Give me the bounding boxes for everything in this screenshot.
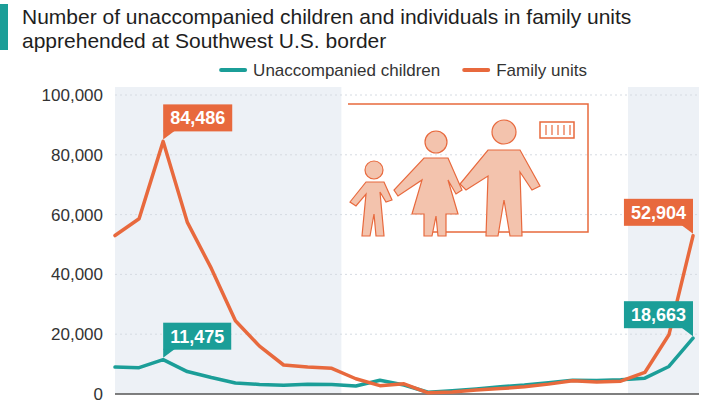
icon-child: [350, 182, 392, 236]
chart: Number of unaccompanied children and ind…: [0, 0, 728, 409]
callout-box: [624, 199, 693, 226]
data-label: 18,663: [631, 305, 686, 325]
legend-label: Unaccompanied children: [253, 61, 440, 80]
icon: [348, 104, 588, 236]
grid-line: [115, 154, 699, 155]
title: Number of unaccompanied children and ind…: [22, 5, 631, 52]
callout: 84,486: [163, 104, 232, 139]
callout-pointer: [163, 349, 175, 358]
icon-man-head: [492, 120, 516, 144]
legend: Unaccompanied children Family units: [221, 61, 587, 80]
y-tick-label: 60,000: [51, 206, 103, 225]
callout-box: [163, 323, 231, 350]
icon-stamp-line: [563, 125, 564, 135]
icon-stamp-line: [551, 125, 552, 135]
callout: 11,475: [163, 323, 231, 358]
callout: 52,904: [624, 199, 693, 234]
legend-label: Family units: [496, 61, 587, 80]
legend-item: Family units: [464, 61, 587, 80]
icon-woman-head: [425, 131, 447, 153]
grid: [115, 95, 699, 394]
icon-stamp-line: [569, 125, 570, 135]
grid-line: [115, 393, 699, 395]
icon-woman: [394, 158, 462, 236]
callout-box: [624, 301, 693, 328]
icon-stamp-line: [557, 125, 558, 135]
grid-line: [115, 274, 699, 275]
callout-pointer: [163, 130, 175, 139]
y-tick-label: 0: [94, 385, 103, 404]
y-tick-label: 100,000: [42, 86, 103, 105]
grid-line: [115, 95, 699, 96]
icon-man: [460, 150, 540, 236]
data-label: 84,486: [170, 108, 225, 128]
icon-stamp: [540, 122, 574, 138]
callout-pointer: [681, 327, 693, 336]
y-axis: [115, 95, 116, 394]
band: [628, 87, 699, 394]
icon-child-head: [365, 161, 383, 179]
icon-stamp-line: [545, 125, 546, 135]
y-tick-label: 40,000: [51, 265, 103, 284]
y-tick-label: 80,000: [51, 146, 103, 165]
data-label: 11,475: [170, 327, 224, 347]
callout-box: [163, 104, 232, 131]
title-accent: [0, 4, 8, 50]
lines: [115, 141, 693, 392]
legend-item: Unaccompanied children: [221, 61, 440, 80]
data-labels: 11,475 18,663 84,486 52,904: [163, 104, 693, 357]
y-tick-label: 20,000: [51, 325, 103, 344]
band: [115, 87, 341, 394]
series-line: [115, 141, 693, 392]
callout-pointer: [681, 225, 693, 234]
callout: 18,663: [624, 301, 693, 336]
grid-line: [115, 214, 699, 215]
legend-swatch: [464, 68, 488, 72]
legend-swatch: [221, 68, 245, 72]
data-label: 52,904: [631, 203, 686, 223]
icon-frame: [348, 104, 588, 232]
